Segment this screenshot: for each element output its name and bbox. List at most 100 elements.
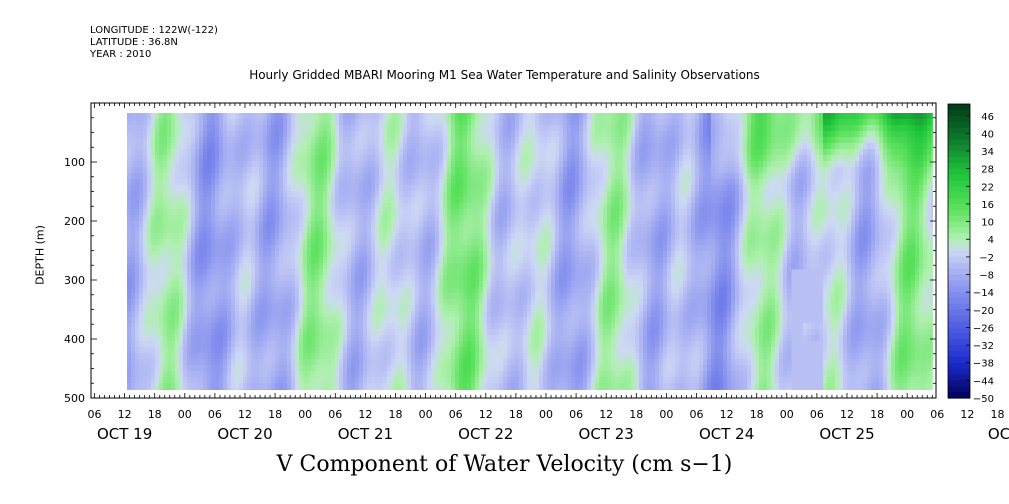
heatmap-cell [195, 239, 200, 246]
x-axis-title: V Component of Water Velocity (cm s−1) [276, 452, 733, 477]
heatmap-cell [515, 299, 520, 306]
heatmap-cell [395, 281, 400, 288]
heatmap-cell [479, 185, 484, 192]
heatmap-cell [275, 257, 280, 264]
heatmap-cell [215, 317, 220, 324]
heatmap-cell [459, 185, 464, 192]
heatmap-cell [435, 275, 440, 282]
heatmap-cell [207, 203, 212, 210]
heatmap-cell [463, 143, 468, 150]
heatmap-cell [223, 281, 228, 288]
heatmap-cell [511, 251, 516, 258]
heatmap-cell [243, 239, 248, 246]
heatmap-cell [323, 257, 328, 264]
heatmap-cell [443, 119, 448, 126]
heatmap-cell [375, 233, 380, 240]
heatmap-cell [347, 125, 352, 132]
heatmap-cell [523, 329, 528, 336]
heatmap-cell [319, 275, 324, 282]
heatmap-cell [131, 305, 136, 312]
heatmap-cell [163, 263, 168, 270]
heatmap-cell [203, 281, 208, 288]
heatmap-cell [447, 293, 452, 300]
heatmap-cell [407, 191, 412, 198]
heatmap-cell [379, 323, 384, 330]
heatmap-cell [203, 275, 208, 282]
heatmap-cell [387, 131, 392, 138]
heatmap-cell [315, 329, 320, 336]
heatmap-cell [211, 341, 216, 348]
heatmap-cell [259, 371, 264, 378]
heatmap-cell [475, 293, 480, 300]
heatmap-cell [335, 245, 340, 252]
heatmap-cell [215, 245, 220, 252]
heatmap-cell [395, 371, 400, 378]
heatmap-cell [235, 371, 240, 378]
heatmap-cell [331, 329, 336, 336]
heatmap-cell [459, 131, 464, 138]
heatmap-cell [403, 167, 408, 174]
heatmap-cell [371, 311, 376, 318]
heatmap-cell [531, 125, 536, 132]
heatmap-cell [351, 191, 356, 198]
heatmap-cell [315, 263, 320, 270]
heatmap-cell [243, 155, 248, 162]
heatmap-cell [371, 287, 376, 294]
heatmap-cell [203, 167, 208, 174]
heatmap-cell [183, 173, 188, 180]
heatmap-cell [291, 209, 296, 216]
heatmap-cell [459, 341, 464, 348]
heatmap-cell [419, 221, 424, 228]
heatmap-cell [527, 281, 532, 288]
heatmap-cell [375, 299, 380, 306]
heatmap-cell [127, 197, 132, 204]
heatmap-cell [515, 221, 520, 228]
heatmap-cell [443, 161, 448, 168]
heatmap-cell [407, 149, 412, 156]
heatmap-cell [455, 365, 460, 372]
heatmap-cell [219, 161, 224, 168]
heatmap-cell [507, 293, 512, 300]
heatmap-cell [135, 311, 140, 318]
heatmap-cell [475, 209, 480, 216]
heatmap-cell [143, 311, 148, 318]
heatmap-cell [391, 347, 396, 354]
heatmap-cell [495, 275, 500, 282]
heatmap-cell [539, 353, 544, 360]
heatmap-cell [467, 203, 472, 210]
heatmap-cell [319, 239, 324, 246]
heatmap-cell [279, 239, 284, 246]
heatmap-cell [239, 209, 244, 216]
heatmap-cell [391, 299, 396, 306]
heatmap-cell [231, 383, 236, 390]
heatmap-cell [527, 251, 532, 258]
heatmap-cell [267, 257, 272, 264]
heatmap-cell [199, 155, 204, 162]
heatmap-cell [495, 245, 500, 252]
heatmap-cell [335, 365, 340, 372]
heatmap-cell [539, 125, 544, 132]
heatmap-cell [487, 173, 492, 180]
heatmap-cell [327, 335, 332, 342]
heatmap-cell [411, 365, 416, 372]
heatmap-cell [195, 365, 200, 372]
heatmap-cell [327, 119, 332, 126]
heatmap-cell [267, 203, 272, 210]
heatmap-cell [211, 233, 216, 240]
heatmap-cell [467, 311, 472, 318]
heatmap-cell [375, 137, 380, 144]
heatmap-cell [455, 299, 460, 306]
heatmap-cell [527, 125, 532, 132]
heatmap-cell [347, 269, 352, 276]
heatmap-cell [383, 125, 388, 132]
heatmap-cell [151, 263, 156, 270]
heatmap-cell [423, 287, 428, 294]
heatmap-cell [427, 257, 432, 264]
heatmap-cell [227, 257, 232, 264]
heatmap-cell [263, 173, 268, 180]
heatmap-cell [127, 167, 132, 174]
heatmap-cell [323, 269, 328, 276]
heatmap-cell [147, 359, 152, 366]
heatmap-cell [211, 143, 216, 150]
heatmap-cell [479, 359, 484, 366]
